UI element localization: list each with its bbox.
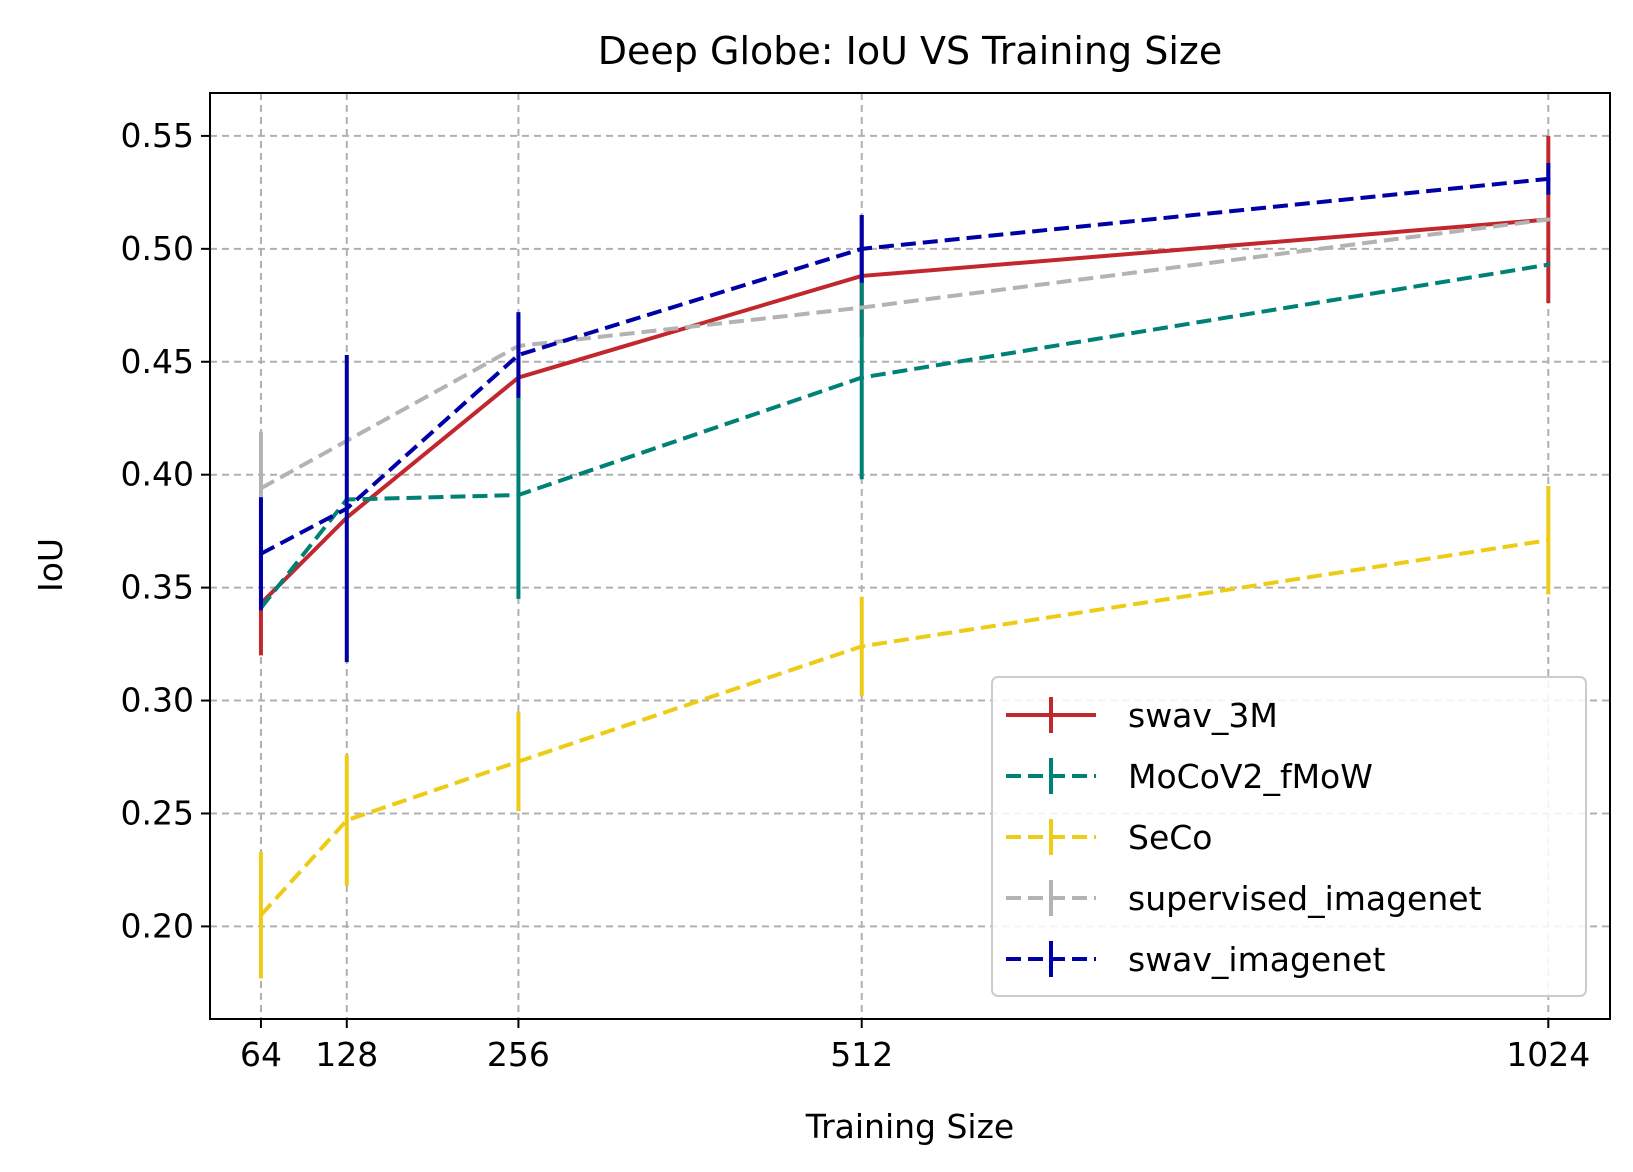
y-tick-label: 0.30 bbox=[121, 681, 194, 720]
data-point-seco bbox=[859, 644, 864, 649]
legend-item-supervised-imagenet: supervised_imagenet bbox=[1006, 879, 1482, 918]
data-point-swav-imagenet bbox=[344, 506, 349, 511]
data-point-mocov2-fmow bbox=[859, 375, 864, 380]
x-tick-label: 256 bbox=[487, 1035, 550, 1074]
data-point-swav-imagenet bbox=[258, 551, 263, 556]
y-tick-label: 0.40 bbox=[121, 455, 194, 494]
data-point-mocov2-fmow bbox=[516, 493, 521, 498]
legend-item-seco: SeCo bbox=[1006, 818, 1212, 857]
data-point-supervised-imagenet bbox=[859, 305, 864, 310]
x-tick-label: 128 bbox=[315, 1035, 378, 1074]
data-point-swav-imagenet bbox=[859, 246, 864, 251]
data-point-seco bbox=[344, 818, 349, 823]
legend-label: SeCo bbox=[1128, 818, 1212, 857]
legend-label: supervised_imagenet bbox=[1128, 879, 1482, 918]
x-tick-label: 512 bbox=[830, 1035, 893, 1074]
legend-label: swav_imagenet bbox=[1128, 940, 1385, 979]
y-tick-label: 0.50 bbox=[121, 229, 194, 268]
x-axis-label: Training Size bbox=[805, 1107, 1014, 1146]
chart-title: Deep Globe: IoU VS Training Size bbox=[598, 29, 1222, 73]
data-point-mocov2-fmow bbox=[1546, 262, 1551, 267]
series-layer bbox=[258, 135, 1551, 979]
y-tick-label: 0.35 bbox=[121, 568, 194, 607]
series-seco bbox=[258, 485, 1551, 979]
legend: swav_3M MoCoV2_fMoW SeCo supervised_imagene… bbox=[991, 676, 1587, 997]
y-tick-label: 0.25 bbox=[121, 793, 194, 832]
legend-box bbox=[991, 676, 1587, 997]
legend-label: swav_3M bbox=[1128, 696, 1278, 735]
data-point-supervised-imagenet bbox=[1546, 217, 1551, 222]
data-point-supervised-imagenet bbox=[258, 486, 263, 491]
data-point-seco bbox=[258, 913, 263, 918]
legend-item-mocov2-fmow: MoCoV2_fMoW bbox=[1006, 757, 1373, 796]
x-tick-label: 1024 bbox=[1506, 1035, 1590, 1074]
data-point-seco bbox=[1546, 538, 1551, 543]
legend-label: MoCoV2_fMoW bbox=[1128, 757, 1373, 796]
plot-frame bbox=[209, 92, 1611, 1020]
data-point-swav-imagenet bbox=[1546, 176, 1551, 181]
y-axis-label: IoU bbox=[31, 538, 70, 592]
y-tick-label: 0.55 bbox=[121, 116, 194, 155]
axis-ticks: 64 128 256 512 1024 0.20 0.25 0.30 0.35 0.40 0.45 0… bbox=[121, 116, 1591, 1074]
series-line-swav-imagenet bbox=[260, 176, 1549, 556]
legend-item-swav-3m: swav_3M bbox=[1006, 696, 1278, 735]
series-mocov2-fmow bbox=[258, 262, 1551, 610]
data-point-seco bbox=[516, 759, 521, 764]
legend-item-swav-imagenet: swav_imagenet bbox=[1006, 940, 1385, 979]
y-tick-label: 0.45 bbox=[121, 342, 194, 381]
data-point-swav-imagenet bbox=[516, 352, 521, 357]
series-swav-imagenet bbox=[258, 163, 1551, 663]
y-tick-label: 0.20 bbox=[121, 906, 194, 945]
x-tick-label: 64 bbox=[240, 1035, 282, 1074]
